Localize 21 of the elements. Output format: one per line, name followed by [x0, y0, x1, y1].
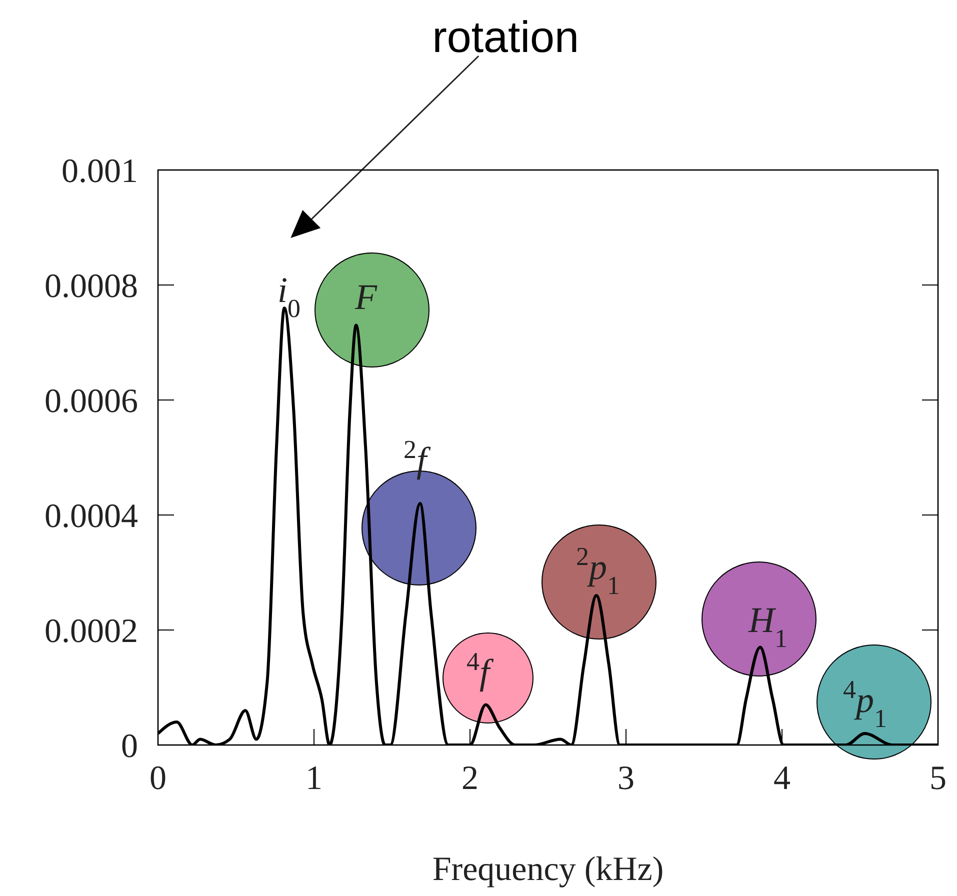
y-tick-label: 0.001 [62, 153, 138, 190]
annotation: $^{4}$p$_{1}$ [843, 674, 887, 732]
x-tick-label: 2 [462, 760, 478, 798]
x-tick-label: 1 [306, 760, 322, 798]
annotation: H$_{1}$ [748, 600, 788, 652]
x-tick-label: 0 [150, 760, 166, 798]
text: rotation [432, 13, 579, 62]
y-tick-label: 0.0002 [44, 613, 138, 650]
annotation: $^{4}$f [466, 646, 494, 692]
y-tick-label: 0.0006 [44, 383, 138, 420]
x-tick-label: 5 [930, 760, 946, 798]
y-tick-label: 0.0008 [44, 268, 138, 306]
annotation: $^{2}$f [404, 434, 432, 480]
annotation: i$_{0}$ [278, 270, 300, 322]
x-tick-label: 3 [618, 760, 634, 798]
y-tick-label: 0 [121, 728, 138, 766]
x-tick-label: 4 [774, 760, 790, 798]
x-axis-title: Frequency (kHz) [432, 851, 664, 888]
annotation: $^{2}$p$_{1}$ [576, 542, 620, 600]
annotation: F [354, 277, 378, 317]
y-tick-label: 0.0004 [44, 498, 138, 536]
